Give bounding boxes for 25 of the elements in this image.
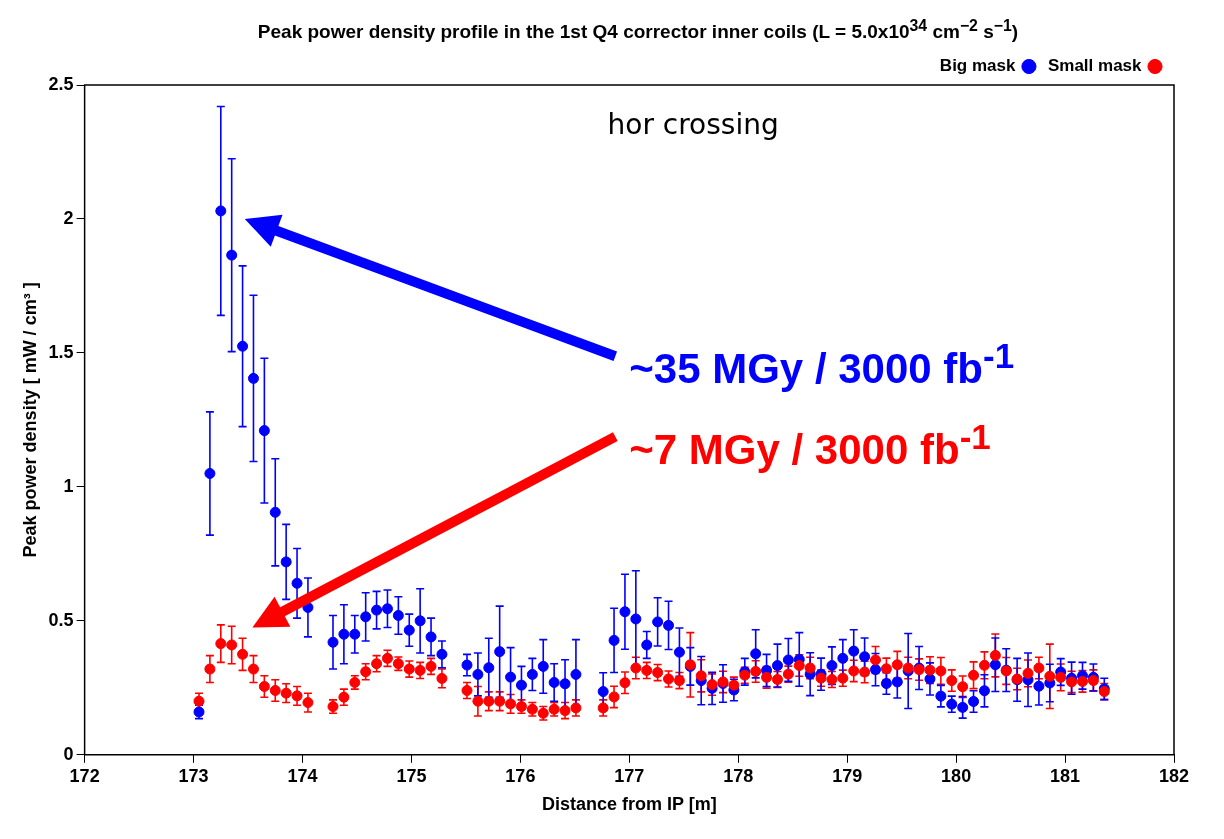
y-tick-label: 1: [63, 475, 74, 496]
y-tick-label: 0: [63, 743, 74, 764]
y-tick-label: 2.5: [48, 73, 74, 94]
x-tick-label: 177: [614, 765, 645, 786]
x-tick-label: 176: [505, 765, 536, 786]
annotation: hor crossing: [607, 108, 779, 142]
legend-label: Small mask: [1047, 56, 1143, 76]
y-tick-label: 2: [63, 207, 74, 228]
x-tick-label: 175: [396, 765, 427, 786]
x-axis-title: Distance from IP [m]: [541, 794, 717, 815]
legend-label: Big mask: [939, 56, 1016, 76]
annotation: ~35 MGy / 3000 fb$^{-1}$: [629, 335, 1015, 395]
y-axis-title: Peak power density [ mW / cm³ ]: [19, 282, 40, 558]
annotation: ~7 MGy / 3000 fb$^{-1}$: [629, 415, 991, 475]
y-tick-label: 1.5: [48, 341, 74, 362]
x-tick-label: 180: [941, 765, 972, 786]
y-tick-label: 0.5: [48, 609, 74, 630]
x-tick-label: 181: [1050, 765, 1081, 786]
x-tick-label: 173: [178, 765, 209, 786]
x-tick-label: 179: [832, 765, 863, 786]
x-tick-label: 178: [723, 765, 754, 786]
chart-title: Peak power density profile in the 1st Q4 corrector inner coils (L = 5.0x10$^{34}$ cm$^{−2}$ s$^{−1}$): [256, 16, 1020, 44]
x-tick-label: 182: [1158, 765, 1190, 786]
x-tick-label: 172: [69, 765, 100, 786]
x-tick-label: 174: [287, 765, 318, 786]
